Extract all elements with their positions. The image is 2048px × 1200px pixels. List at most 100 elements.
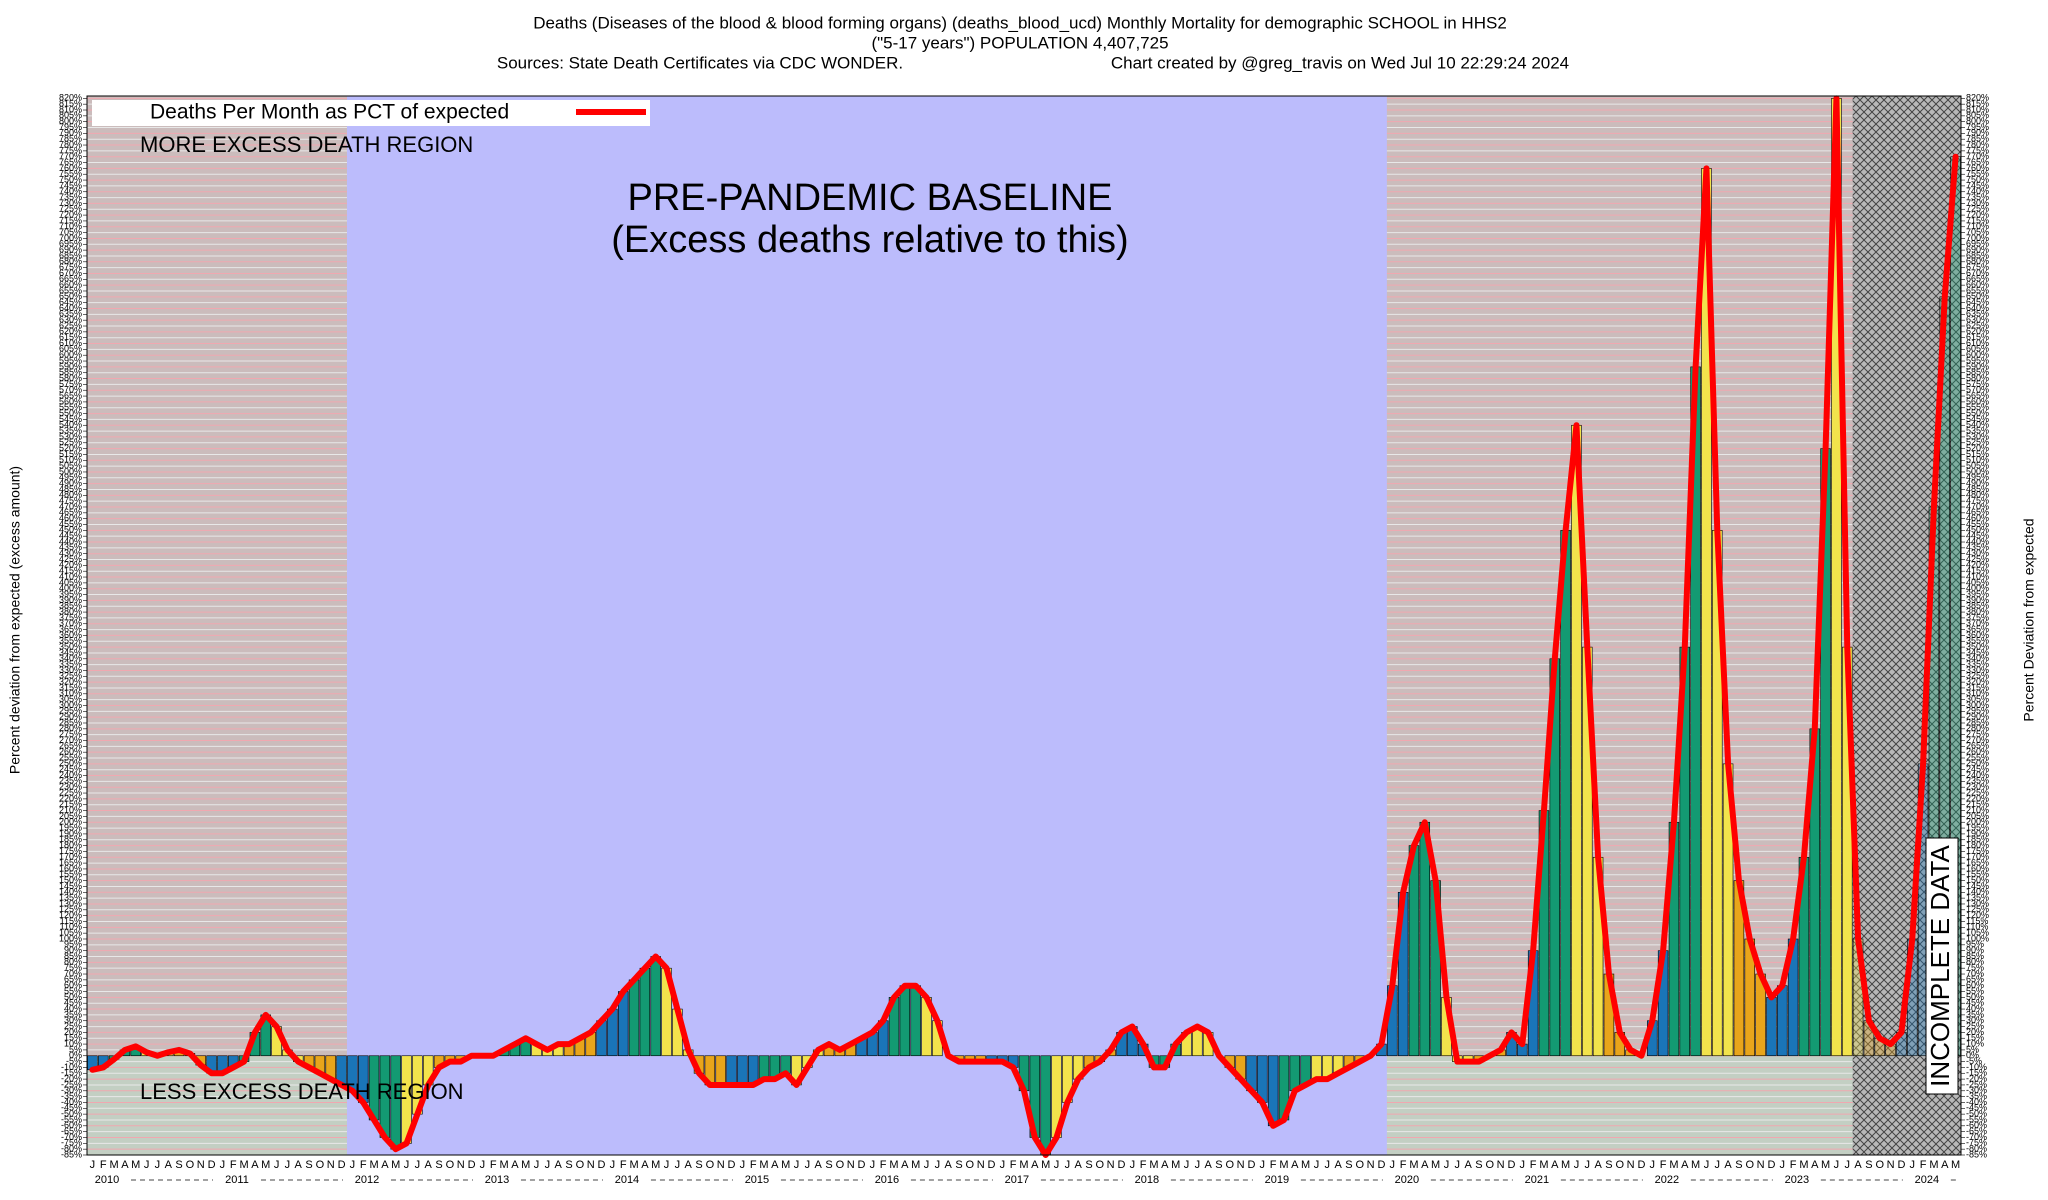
x-tick-label: J — [480, 1159, 486, 1171]
y2-tick-label: 405% — [1966, 577, 1989, 587]
y2-tick-label: 315% — [1966, 682, 1989, 692]
y2-tick-label: 480% — [1966, 490, 1989, 500]
y-tick-label: 670% — [59, 268, 82, 278]
y2-tick-label: 765% — [1966, 157, 1989, 167]
y-tick-label: 575% — [59, 379, 82, 389]
y2-tick-label: 100% — [1966, 933, 1989, 943]
x-tick-label: M — [1431, 1159, 1440, 1171]
y2-tick-label: 410% — [1966, 571, 1989, 581]
annotation: INCOMPLETE DATA — [1925, 844, 1955, 1086]
y-tick-label: 380% — [59, 606, 82, 616]
y-tick-label: 640% — [59, 303, 82, 313]
y-tick-label: 755% — [59, 169, 82, 179]
y-tick-label: 385% — [59, 601, 82, 611]
x-tick-label: M — [391, 1159, 400, 1171]
x-tick-label: J — [404, 1159, 410, 1171]
y2-tick-label: 325% — [1966, 671, 1989, 681]
y2-tick-label: 665% — [1966, 274, 1989, 284]
y-tick-label: 205% — [59, 811, 82, 821]
y-tick-label: 120% — [59, 910, 82, 920]
x-tick-label: J — [1444, 1159, 1450, 1171]
y-tick-label: 335% — [59, 659, 82, 669]
y-tick-label: 720% — [59, 209, 82, 219]
x-tick-label: M — [109, 1159, 118, 1171]
y-tick-label: 25% — [64, 1021, 82, 1031]
y-tick-label: 535% — [59, 425, 82, 435]
year-label: 2014 — [615, 1174, 639, 1186]
x-tick-label: M — [369, 1159, 378, 1171]
y-tick-label: 710% — [59, 221, 82, 231]
y2-tick-label: 680% — [1966, 256, 1989, 266]
y2-tick-label: 725% — [1966, 204, 1989, 214]
y-tick-label: -30% — [61, 1085, 82, 1095]
x-tick-label: F — [880, 1159, 887, 1171]
y2-tick-label: 445% — [1966, 531, 1989, 541]
y-tick-label: 370% — [59, 618, 82, 628]
y-tick-label: 435% — [59, 542, 82, 552]
y-tick-label: 220% — [59, 793, 82, 803]
y2-tick-label: 135% — [1966, 893, 1989, 903]
y-tick-label: 265% — [59, 741, 82, 751]
y2-tick-label: 175% — [1966, 846, 1989, 856]
x-tick-label: S — [175, 1159, 182, 1171]
y-tick-label: 605% — [59, 344, 82, 354]
y-tick-label: 590% — [59, 361, 82, 371]
x-tick-label: O — [966, 1159, 975, 1171]
y2-tick-label: 360% — [1966, 630, 1989, 640]
x-tick-label: J — [1910, 1159, 1916, 1171]
y2-tick-label: 525% — [1966, 437, 1989, 447]
x-tick-label: M — [889, 1159, 898, 1171]
y2-tick-label: -25% — [1966, 1079, 1987, 1089]
y2-tick-label: 780% — [1966, 139, 1989, 149]
y-tick-label: 665% — [59, 274, 82, 284]
y-tick-label: 140% — [59, 887, 82, 897]
y2-tick-label: 415% — [1966, 566, 1989, 576]
y-tick-label: 450% — [59, 525, 82, 535]
x-tick-label: J — [1065, 1159, 1071, 1171]
x-tick-label: N — [1367, 1159, 1375, 1171]
x-tick-label: F — [1010, 1159, 1017, 1171]
y2-tick-label: -65% — [1966, 1126, 1987, 1136]
y2-tick-label: 350% — [1966, 641, 1989, 651]
y-tick-label: 815% — [59, 99, 82, 109]
x-tick-label: M — [1041, 1159, 1050, 1171]
y2-tick-label: 245% — [1966, 764, 1989, 774]
y2-tick-label: 55% — [1966, 986, 1984, 996]
y2-tick-label: -45% — [1966, 1103, 1987, 1113]
y-tick-label: 50% — [64, 992, 82, 1002]
y2-tick-label: 625% — [1966, 320, 1989, 330]
y2-tick-label: 530% — [1966, 431, 1989, 441]
y2-tick-label: 275% — [1966, 729, 1989, 739]
y-tick-label: 430% — [59, 548, 82, 558]
y2-tick-label: 385% — [1966, 601, 1989, 611]
y-tick-label: -25% — [61, 1079, 82, 1089]
x-tick-label: J — [1390, 1159, 1396, 1171]
y-tick-label: 745% — [59, 180, 82, 190]
y2-tick-label: 760% — [1966, 163, 1989, 173]
y2-tick-label: 745% — [1966, 180, 1989, 190]
x-tick-label: D — [988, 1159, 996, 1171]
x-tick-label: F — [750, 1159, 757, 1171]
x-tick-label: J — [144, 1159, 150, 1171]
y-tick-label: 555% — [59, 402, 82, 412]
y2-tick-label: 105% — [1966, 928, 1989, 938]
y-tick-label: 680% — [59, 256, 82, 266]
y-tick-label: 45% — [64, 998, 82, 1008]
x-tick-label: D — [858, 1159, 866, 1171]
y-tick-label: -60% — [61, 1120, 82, 1130]
x-tick-label: N — [1107, 1159, 1115, 1171]
y2-tick-label: 150% — [1966, 875, 1989, 885]
y2-tick-label: 320% — [1966, 677, 1989, 687]
y-tick-label: 20% — [64, 1027, 82, 1037]
x-tick-label: O — [576, 1159, 585, 1171]
y-tick-label: 595% — [59, 355, 82, 365]
y-tick-label: 245% — [59, 764, 82, 774]
x-tick-label: D — [1248, 1159, 1256, 1171]
y2-tick-label: 435% — [1966, 542, 1989, 552]
x-tick-label: M — [261, 1159, 270, 1171]
x-tick-label: D — [1767, 1159, 1775, 1171]
annotation: MORE EXCESS DEATH REGION — [140, 132, 473, 157]
source: Sources: State Death Certificates via CD… — [497, 53, 903, 72]
x-tick-label: J — [1520, 1159, 1526, 1171]
y2-tick-label: 520% — [1966, 443, 1989, 453]
